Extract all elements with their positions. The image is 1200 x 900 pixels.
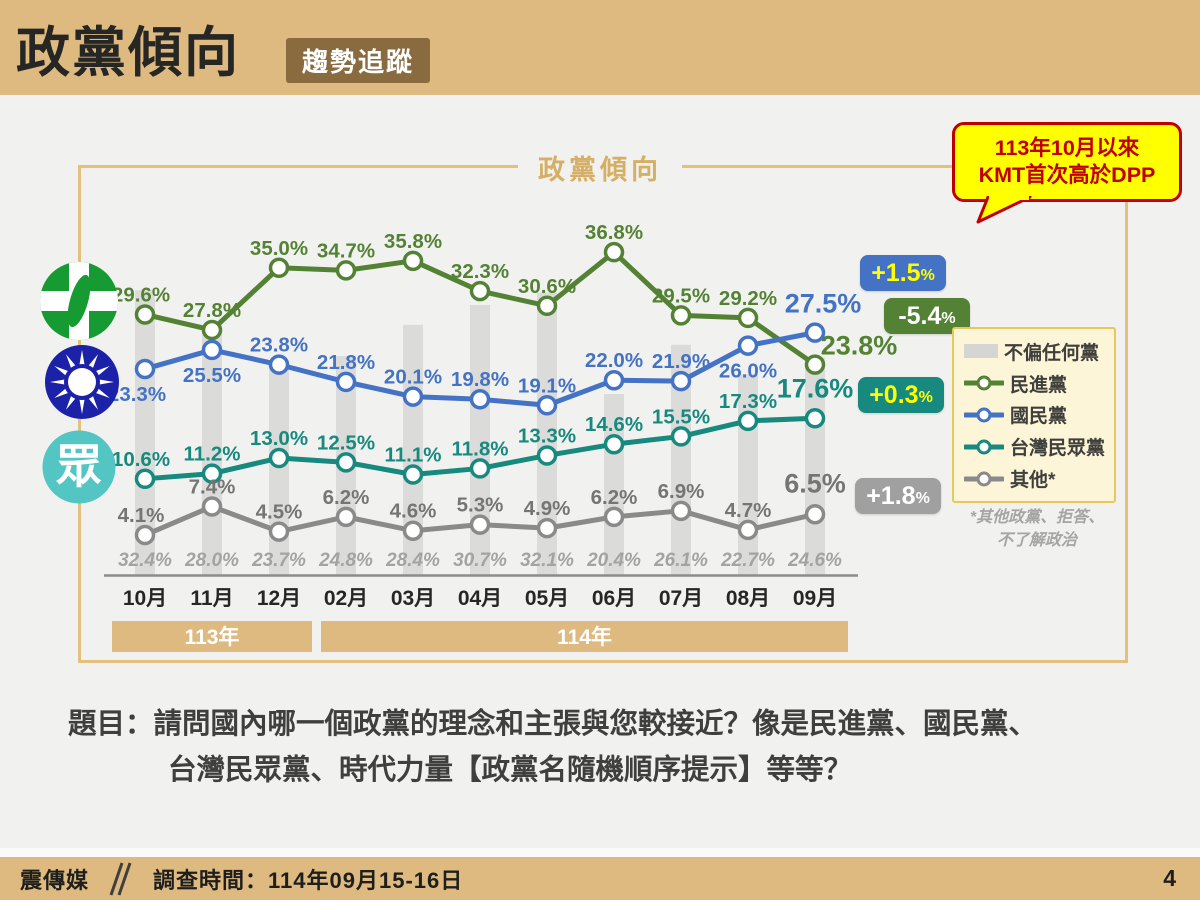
kmt-sun-ray: [66, 354, 76, 369]
kmt-logo-icon: [45, 345, 119, 419]
question-line2: 台灣民眾黨、時代力量【政黨名隨機順序提示】等等？: [168, 753, 853, 786]
survey-question: 題目：請問國內哪一個政黨的理念和主張與您較接近？像是民進黨、國民黨、 台灣民眾黨…: [68, 702, 1158, 793]
svg-text:眾: 眾: [56, 440, 102, 492]
brand-slashes-icon: [109, 862, 132, 895]
kmt-sun-ray: [54, 388, 69, 398]
legend-label: 其他*: [1010, 470, 1056, 492]
page-title: 政黨傾向: [16, 23, 240, 83]
badge-suffix: %: [918, 388, 933, 406]
kmt-sun-ray: [54, 366, 69, 376]
page-number: 4: [1163, 865, 1176, 891]
other-change-badge: +1.8%: [855, 478, 941, 514]
footer-bar: 震傳媒 調查時間：114年09月15-16日 4: [0, 857, 1200, 900]
legend-item-kmt: 國民黨: [964, 401, 1114, 428]
kmt-sun-ray: [79, 350, 85, 366]
tpp-logo-icon: 眾: [42, 430, 116, 504]
kmt-sun-ray: [66, 395, 76, 410]
badge-suffix: %: [920, 266, 935, 284]
badge-value: +0.3: [869, 380, 919, 409]
callout-tail: [976, 196, 1032, 224]
dpp-logo-icon: [40, 262, 118, 340]
legend-footnote: *其他政黨、拒答、 不了解政治: [948, 506, 1126, 552]
kmt-sun-ray: [50, 379, 66, 385]
legend-bar-swatch-icon: [964, 344, 998, 359]
dpp-change-badge: -5.4%: [884, 298, 970, 334]
kmt-sun-ray: [98, 379, 114, 385]
legend-label: 民進黨: [1010, 374, 1068, 396]
badge-value: +1.8: [866, 481, 916, 510]
legend-line-swatch-icon: [964, 407, 1004, 423]
badge-value: -5.4: [898, 301, 942, 330]
kmt-sun-ray: [79, 398, 85, 414]
callout-line1: 113年10月以來: [994, 136, 1140, 161]
kmt-dpp-callout: 113年10月以來 KMT首次高於DPP: [952, 122, 1182, 202]
legend-item-other: 其他*: [964, 465, 1114, 492]
legend-line-swatch-icon: [964, 439, 1004, 455]
legend-item-dpp: 民進黨: [964, 370, 1114, 397]
legend-item-tpp: 台灣民眾黨: [964, 433, 1114, 460]
legend-label: 台灣民眾黨: [1010, 438, 1106, 460]
footer-divider: [0, 848, 1200, 857]
header-bar: [0, 0, 1200, 95]
legend-line-swatch-icon: [964, 375, 1004, 391]
footnote-line1: *其他政黨、拒答、: [969, 509, 1105, 526]
badge-suffix: %: [941, 309, 956, 327]
kmt-sun-ray: [95, 388, 110, 398]
kmt-sun-ray: [88, 354, 98, 369]
trend-tracking-badge: 趨勢追蹤: [286, 38, 431, 83]
tpp-change-badge: +0.3%: [858, 377, 944, 413]
legend-item-no-party: 不偏任何黨: [964, 338, 1114, 365]
callout-line2: KMT首次高於DPP: [978, 163, 1156, 187]
question-line1: 題目：請問國內哪一個政黨的理念和主張與您較接近？像是民進黨、國民黨、: [68, 708, 1038, 740]
kmt-sun-ray: [95, 366, 110, 376]
footnote-line2: 不了解政治: [996, 532, 1077, 550]
kmt-change-badge: +1.5%: [860, 255, 946, 291]
legend-label: 不偏任何黨: [1004, 342, 1100, 364]
brand-name: 震傳媒: [20, 867, 90, 893]
survey-time: 調查時間：114年09月15-16日: [153, 867, 464, 893]
chart-title: 政黨傾向: [518, 148, 682, 187]
badge-value: +1.5: [871, 258, 921, 287]
legend: 不偏任何黨民進黨國民黨台灣民眾黨其他*: [952, 327, 1116, 503]
kmt-sun-ray: [88, 395, 98, 410]
badge-suffix: %: [915, 489, 930, 507]
legend-label: 國民黨: [1010, 406, 1068, 428]
legend-line-swatch-icon: [964, 471, 1004, 487]
